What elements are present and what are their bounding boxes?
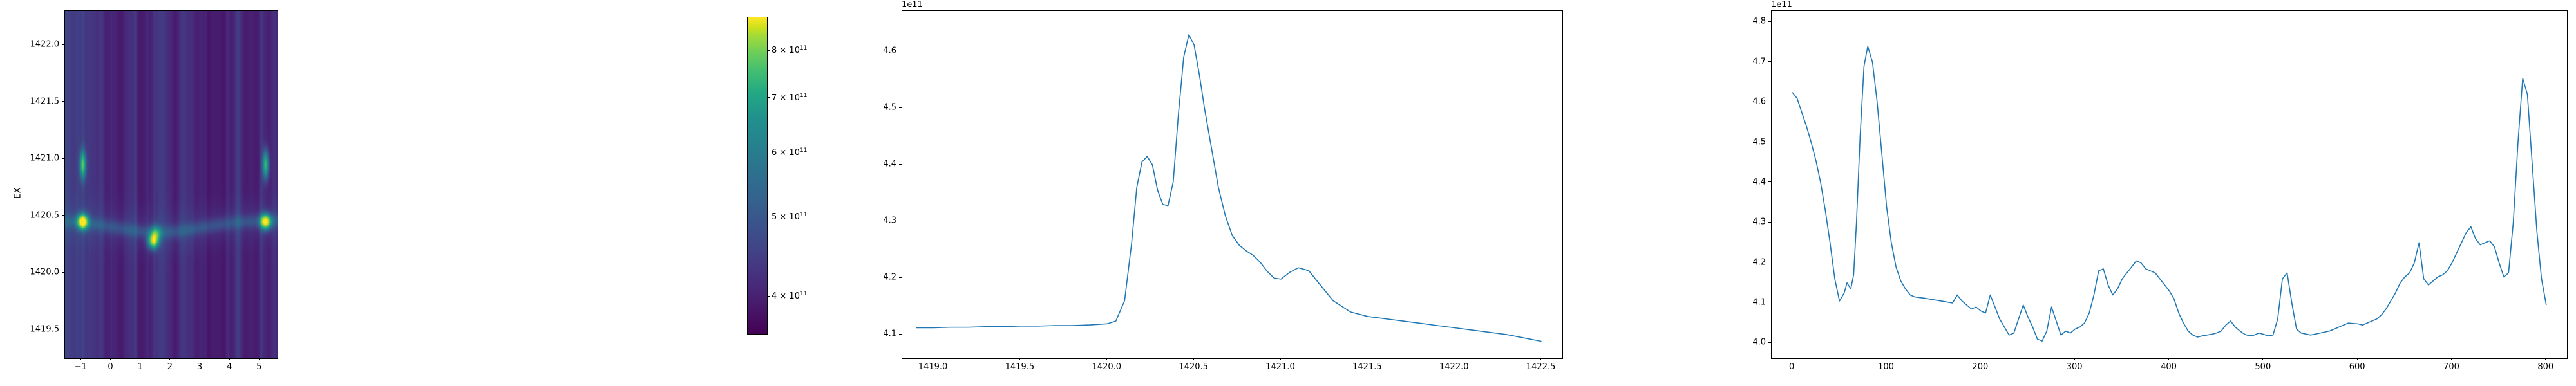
y-tick-mark: [899, 163, 902, 165]
heatmap-image: [65, 11, 278, 358]
x-tick-label: 1420.5: [1179, 362, 1208, 372]
heatmap-x-tick-mark: [80, 358, 81, 360]
heatmap-y-tick-mark: [62, 44, 64, 45]
y-tick-label: 4.3: [883, 216, 896, 226]
y-tick-label: 4.2: [1752, 257, 1766, 268]
x-tick-label: 200: [1972, 362, 1989, 372]
y-tick-label: 4.4: [883, 159, 896, 169]
x-tick-mark: [2356, 358, 2358, 360]
x-tick-mark: [1540, 358, 1542, 360]
x-tick-label: 800: [2537, 362, 2554, 372]
heatmap-x-tick-label: 2: [167, 362, 173, 372]
heatmap-y-tick-mark: [62, 158, 64, 159]
x-tick-label: 1420.0: [1092, 362, 1122, 372]
heatmap-y-tick-label: 1420.5: [30, 210, 60, 221]
x-tick-label: 1422.5: [1526, 362, 1556, 372]
spectrum-y-offset-text: 1e11: [902, 0, 923, 10]
spectrum-plot-area[interactable]: [902, 10, 1563, 359]
x-tick-label: 300: [2066, 362, 2083, 372]
x-tick-mark: [1193, 358, 1194, 360]
colorbar-tick-label: 8 × 1011: [772, 45, 808, 56]
y-tick-label: 4.4: [1752, 177, 1766, 187]
x-tick-label: 1421.5: [1352, 362, 1382, 372]
y-tick-mark: [899, 277, 902, 278]
colorbar-tick-label: 4 × 1011: [772, 290, 808, 302]
timeseries-plot-area[interactable]: [1771, 10, 2568, 359]
y-tick-label: 4.6: [883, 46, 896, 56]
x-tick-mark: [2545, 358, 2546, 360]
colorbar-tick-mark: [767, 97, 770, 98]
heatmap-x-tick-mark: [229, 358, 230, 360]
heatmap-x-tick-mark: [110, 358, 111, 360]
heatmap-y-tick-label: 1420.0: [30, 267, 60, 277]
heatmap-y-tick-label: 1419.5: [30, 324, 60, 335]
heatmap-x-tick-label: 3: [196, 362, 203, 372]
x-tick-label: 0: [1789, 362, 1795, 372]
y-tick-label: 4.1: [883, 329, 896, 339]
x-tick-label: 1422.0: [1439, 362, 1469, 372]
heatmap-x-tick-label: 4: [227, 362, 232, 372]
colorbar-tick-label: 7 × 1011: [772, 92, 808, 104]
heatmap-y-tick-mark: [62, 101, 64, 102]
x-tick-label: 1419.5: [1005, 362, 1035, 372]
heatmap-plot-area[interactable]: [64, 10, 278, 359]
heatmap-y-tick-label: 1422.0: [30, 39, 60, 50]
x-tick-label: 700: [2443, 362, 2459, 372]
spectrum-line-series: [902, 11, 1562, 358]
y-tick-label: 4.5: [883, 102, 896, 113]
x-tick-label: 1419.0: [918, 362, 948, 372]
x-tick-mark: [2168, 358, 2169, 360]
heatmap-x-tick-mark: [169, 358, 171, 360]
colorbar-tick-label: 5 × 1011: [772, 212, 808, 223]
y-tick-mark: [1768, 221, 1771, 223]
heatmap-x-tick-mark: [258, 358, 260, 360]
panel-heatmap: 1419.5 1420.0 1420.5 1421.0 1421.5 1422.0 −1 0…: [0, 0, 863, 386]
y-tick-label: 4.1: [1752, 297, 1766, 308]
x-tick-mark: [1106, 358, 1107, 360]
colorbar-gradient: [747, 17, 768, 335]
line-path: [1792, 46, 2546, 341]
timeseries-y-offset-text: 1e11: [1771, 0, 1792, 10]
y-tick-mark: [1768, 181, 1771, 183]
colorbar-tick-mark: [767, 295, 770, 297]
line-path: [916, 35, 1542, 342]
y-tick-label: 4.8: [1752, 16, 1766, 26]
x-tick-label: 100: [1878, 362, 1894, 372]
x-tick-label: 1421.0: [1265, 362, 1295, 372]
y-tick-mark: [899, 333, 902, 335]
heatmap-x-tick-label: 0: [108, 362, 113, 372]
x-tick-mark: [2074, 358, 2075, 360]
heatmap-y-tick-label: 1421.5: [30, 96, 60, 107]
y-tick-mark: [899, 107, 902, 108]
y-tick-mark: [1768, 61, 1771, 62]
heatmap-x-tick-label: 5: [256, 362, 262, 372]
heatmap-y-tick-mark: [62, 271, 64, 273]
heatmap-y-tick-label: 1421.0: [30, 153, 60, 163]
x-tick-mark: [1019, 358, 1020, 360]
y-tick-label: 4.2: [883, 272, 896, 282]
heatmap-y-tick-mark: [62, 215, 64, 216]
colorbar-tick-label: 6 × 1011: [772, 147, 808, 158]
y-tick-label: 4.7: [1752, 57, 1766, 67]
heatmap-x-tick-label: −1: [74, 362, 87, 372]
x-tick-mark: [2262, 358, 2264, 360]
y-tick-label: 4.0: [1752, 337, 1766, 347]
y-tick-label: 4.3: [1752, 217, 1766, 227]
x-tick-mark: [2450, 358, 2452, 360]
x-tick-label: 500: [2255, 362, 2271, 372]
y-tick-mark: [1768, 342, 1771, 343]
y-tick-mark: [1768, 21, 1771, 22]
heatmap-x-tick-label: 1: [137, 362, 143, 372]
x-tick-label: 600: [2349, 362, 2365, 372]
colorbar-tick-mark: [767, 50, 770, 51]
x-tick-mark: [1280, 358, 1281, 360]
y-tick-label: 4.5: [1752, 137, 1766, 147]
y-tick-label: 4.6: [1752, 96, 1766, 107]
heatmap-canvas: [65, 11, 278, 358]
heatmap-y-axis-label: EX: [13, 187, 23, 199]
timeseries-line-series: [1772, 11, 2567, 358]
x-tick-label: 400: [2161, 362, 2177, 372]
